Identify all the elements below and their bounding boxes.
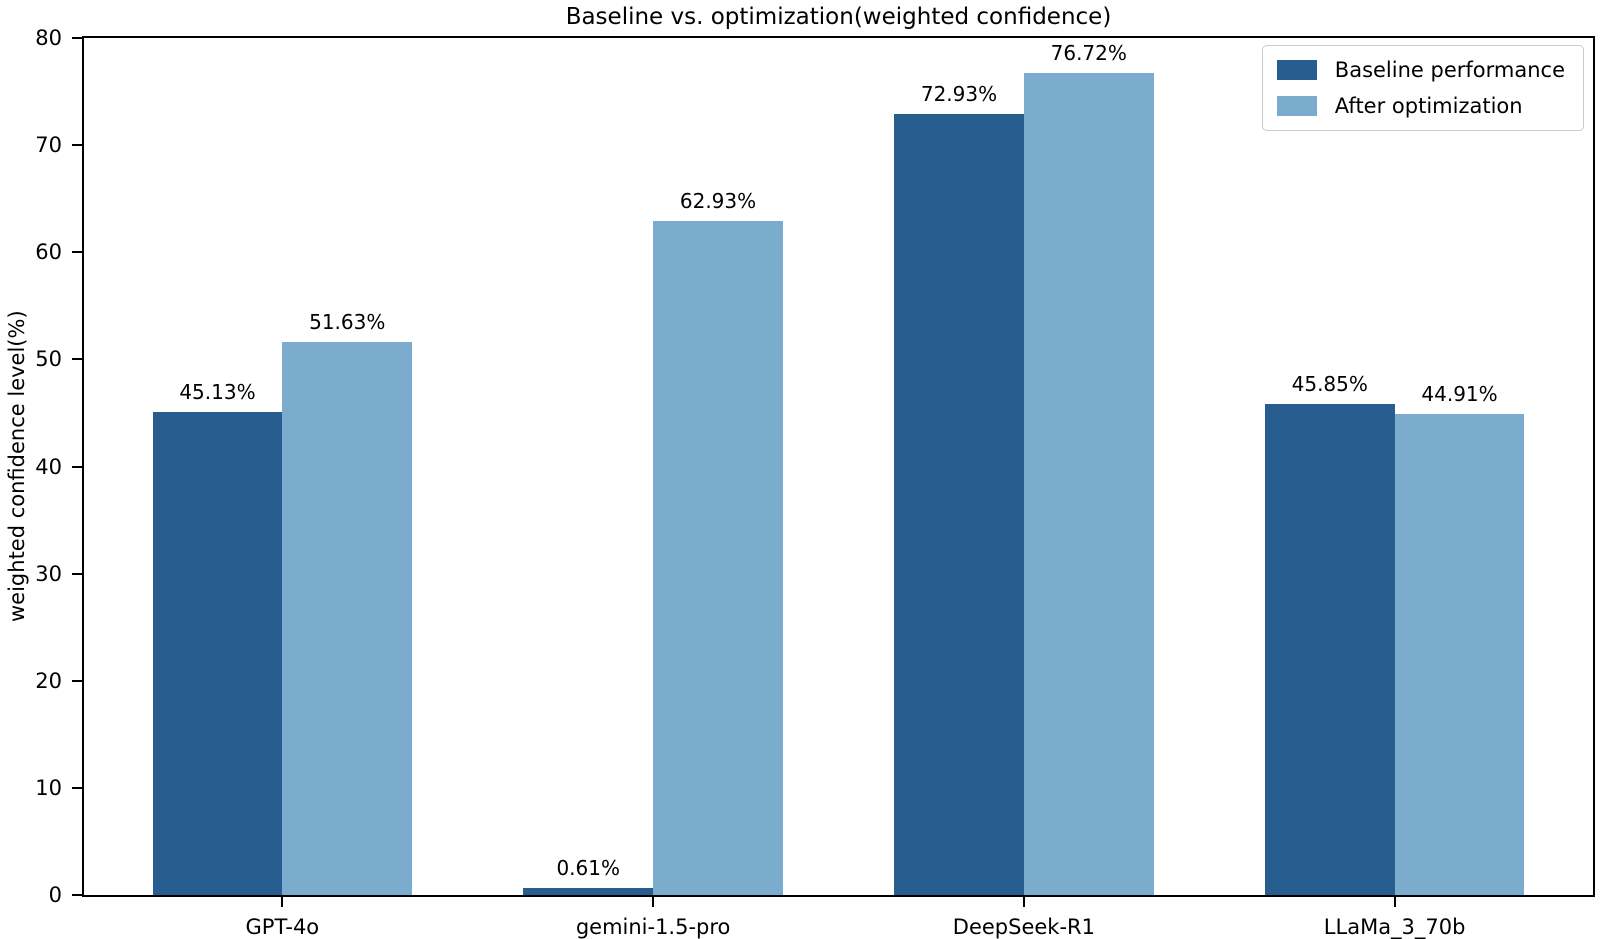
bar-value-label: 72.93% <box>920 81 998 106</box>
legend-label: Baseline performance <box>1334 58 1565 82</box>
y-tick-label: 20 <box>35 668 62 693</box>
y-tick <box>72 465 82 468</box>
legend: Baseline performance After optimization <box>1261 45 1584 131</box>
y-tick <box>72 786 82 789</box>
y-tick <box>72 144 82 147</box>
y-tick <box>72 251 82 254</box>
y-tick-label: 10 <box>35 775 62 800</box>
bar <box>1264 403 1395 895</box>
bar-value-label: 0.61% <box>556 856 621 881</box>
x-tick-label: DeepSeek-R1 <box>952 915 1095 939</box>
y-tick <box>72 572 82 575</box>
y-tick-label: 40 <box>35 454 62 479</box>
bar-value-label: 51.63% <box>309 309 386 334</box>
x-tick <box>281 897 284 907</box>
bar-value-label: 45.13% <box>179 379 256 404</box>
x-tick <box>652 897 655 907</box>
bar <box>282 341 413 895</box>
bar <box>152 411 283 895</box>
x-tick-label: GPT-4o <box>245 915 320 939</box>
x-tick-label: LLaMa_3_70b <box>1323 915 1466 939</box>
y-tick-label: 70 <box>35 133 62 158</box>
bar-value-label: 76.72% <box>1050 41 1127 66</box>
y-tick-label: 0 <box>48 883 62 907</box>
legend-swatch <box>1276 60 1317 80</box>
x-tick <box>1022 897 1025 907</box>
bar <box>1394 413 1525 895</box>
bar-value-label: 44.91% <box>1421 381 1498 406</box>
y-tick <box>72 679 82 682</box>
y-tick-label: 30 <box>35 561 62 586</box>
legend-swatch <box>1276 96 1317 116</box>
legend-label: After optimization <box>1334 94 1523 118</box>
bar <box>523 888 654 895</box>
bar <box>894 113 1024 895</box>
legend-item: Baseline performance <box>1276 58 1565 82</box>
y-tick-label: 80 <box>35 26 62 50</box>
chart-title: Baseline vs. optimization(weighted confi… <box>565 4 1112 30</box>
x-tick <box>1393 897 1396 907</box>
bar-value-label: 45.85% <box>1291 371 1368 396</box>
legend-item: After optimization <box>1276 94 1565 118</box>
bar <box>1023 73 1154 895</box>
y-tick-label: 50 <box>35 347 62 372</box>
y-tick <box>72 894 82 896</box>
y-tick-label: 60 <box>35 240 62 265</box>
y-tick <box>72 358 82 361</box>
y-tick <box>72 37 82 39</box>
x-tick-label: gemini-1.5-pro <box>575 915 731 939</box>
bar <box>653 220 783 895</box>
bar-value-label: 62.93% <box>679 188 757 213</box>
plot-area: 45.13% 0.61% 72.93% 45.85% 51.63% 62.93% 76.72… <box>35 28 1595 939</box>
